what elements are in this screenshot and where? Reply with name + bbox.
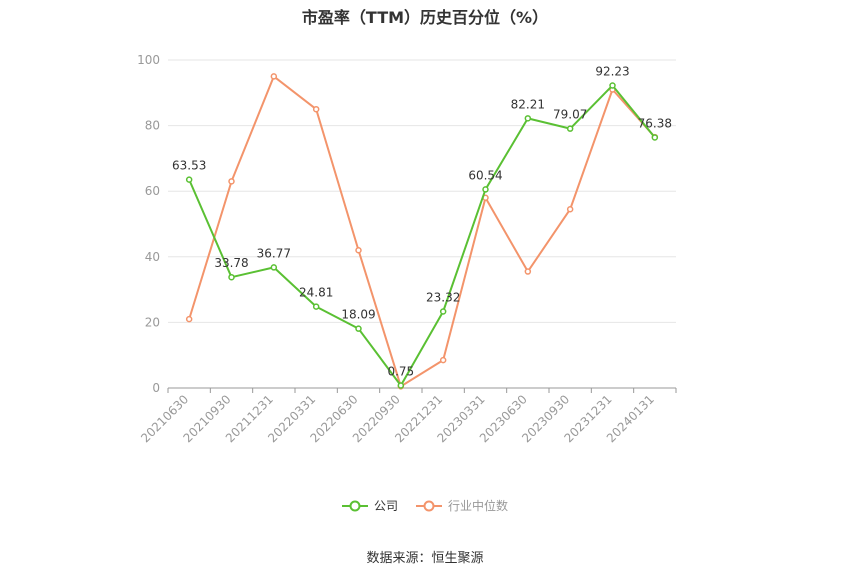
data-point (185, 176, 193, 183)
y-tick-label: 80 (145, 119, 160, 133)
data-label: 33.78 (214, 256, 248, 270)
y-tick-label: 20 (145, 315, 160, 329)
data-point (312, 303, 320, 310)
series-line-1 (188, 75, 656, 388)
axes: 0204060801002021063020210930202112312022… (137, 53, 677, 445)
legend-item-industry-median[interactable]: 行业中位数 (416, 497, 508, 514)
data-point (482, 186, 489, 193)
data-point (397, 382, 405, 389)
y-tick-label: 40 (145, 250, 160, 264)
data-label: 18.09 (341, 308, 375, 322)
legend-item-company[interactable]: 公司 (341, 497, 398, 514)
data-point (270, 264, 278, 271)
legend-company-icon (341, 500, 368, 511)
data-point (566, 205, 574, 213)
data-point (651, 134, 659, 141)
data-label: 60.54 (468, 168, 502, 182)
data-point (355, 325, 362, 332)
data-point (312, 105, 320, 113)
data-label: 23.32 (426, 291, 460, 305)
legend-industry-label: 行业中位数 (448, 499, 509, 513)
series-line-0 (188, 84, 656, 387)
y-tick-label: 0 (152, 381, 160, 395)
legend-company-label: 公司 (373, 499, 398, 513)
series-layer (185, 73, 659, 390)
legend: 公司 行业中位数 (0, 497, 850, 514)
line-chart: 0204060801002021063020210930202112312022… (137, 53, 677, 445)
source-note: 数据来源：恒生聚源 (366, 551, 484, 566)
data-point (439, 308, 447, 315)
data-label: 63.53 (172, 159, 206, 173)
data-point (228, 178, 235, 185)
y-tick-label: 60 (145, 184, 160, 198)
data-point (609, 82, 616, 89)
grid-lines (168, 59, 676, 323)
data-point (524, 115, 532, 122)
data-point (228, 273, 235, 281)
y-tick-label: 100 (137, 53, 160, 67)
data-label: 82.21 (511, 97, 545, 111)
data-label: 79.07 (553, 108, 587, 122)
data-label: 36.77 (257, 246, 291, 260)
chart-title: 市盈率（TTM）历史百分位（%） (301, 8, 549, 27)
data-label: 24.81 (299, 286, 333, 300)
data-point (185, 315, 193, 323)
data-point (355, 246, 362, 254)
data-point (524, 268, 532, 275)
data-label: 0.75 (387, 365, 414, 379)
legend-industry-icon (416, 500, 442, 511)
data-point (439, 356, 447, 364)
data-labels: 63.53 33.78 36.77 24.81 18.09 0.75 23.32 60.54 8… (172, 64, 672, 378)
data-point (270, 73, 278, 80)
data-label: 92.23 (595, 64, 629, 78)
data-label: 76.38 (638, 116, 672, 130)
data-point (566, 125, 574, 132)
